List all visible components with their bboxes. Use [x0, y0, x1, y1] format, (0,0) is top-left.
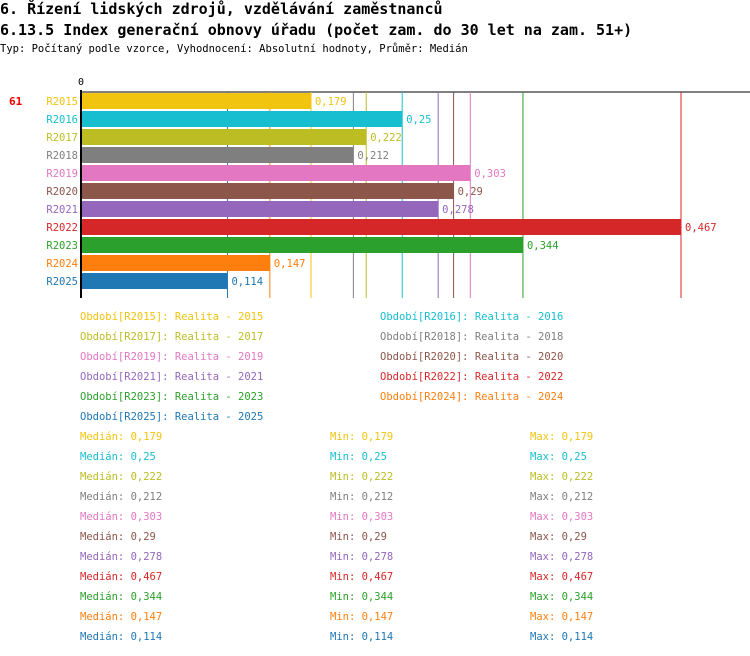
stat-max: Max: 0,212: [530, 491, 594, 503]
value-label: 0,179: [315, 96, 347, 108]
stat-min: Min: 0,25: [330, 451, 387, 463]
stat-median: Medián: 0,114: [80, 631, 163, 643]
category-label: R2017: [46, 132, 78, 144]
legend-item: Období[R2024]: Realita - 2024: [380, 391, 564, 403]
category-label: R2021: [46, 204, 78, 216]
stat-median: Medián: 0,222: [80, 471, 163, 483]
stat-max: Max: 0,222: [530, 471, 594, 483]
stat-median: Medián: 0,467: [80, 571, 163, 583]
value-label: 0,467: [685, 222, 717, 234]
stat-min: Min: 0,179: [330, 431, 394, 443]
value-label: 0,222: [370, 132, 402, 144]
bar-R2020: [81, 183, 454, 199]
stat-min: Min: 0,303: [330, 511, 394, 523]
stat-min: Min: 0,212: [330, 491, 394, 503]
stat-median: Medián: 0,212: [80, 491, 163, 503]
bar-R2024: [81, 255, 270, 271]
row-id: 61: [9, 95, 23, 108]
stat-min: Min: 0,29: [330, 531, 387, 543]
value-label: 0,25: [406, 114, 431, 126]
stat-median: Medián: 0,147: [80, 611, 163, 623]
stat-median: Medián: 0,25: [80, 451, 156, 463]
bar-chart: 0 61 R2015 0,179 R2016 0,25 R2017 0,222 R2018 0,2…: [9, 77, 750, 298]
legend-item: Období[R2016]: Realita - 2016: [380, 311, 564, 323]
bar-R2016: [81, 111, 403, 127]
legend-item: Období[R2019]: Realita - 2019: [80, 351, 264, 363]
stat-max: Max: 0,278: [530, 551, 594, 563]
legend-item: Období[R2015]: Realita - 2015: [80, 311, 264, 323]
stat-max: Max: 0,467: [530, 571, 594, 583]
indicator-title: 6.13.5 Index generační obnovy úřadu (poč…: [0, 21, 633, 39]
bar-R2019: [81, 165, 471, 181]
legend-item: Období[R2017]: Realita - 2017: [80, 331, 264, 343]
stat-max: Max: 0,344: [530, 591, 594, 603]
stat-max: Max: 0,147: [530, 611, 594, 623]
legend-item: Období[R2022]: Realita - 2022: [380, 371, 564, 383]
value-label: 0,114: [231, 276, 263, 288]
stat-median: Medián: 0,29: [80, 531, 156, 543]
category-label: R2022: [46, 222, 78, 234]
value-label: 0,303: [474, 168, 506, 180]
bar-R2025: [81, 273, 228, 289]
stat-max: Max: 0,114: [530, 631, 594, 643]
category-label: R2018: [46, 150, 78, 162]
value-label: 0,278: [442, 204, 474, 216]
category-label: R2024: [46, 258, 78, 270]
stat-min: Min: 0,467: [330, 571, 394, 583]
legend-item: Období[R2025]: Realita - 2025: [80, 411, 264, 423]
category-label: R2023: [46, 240, 78, 252]
bar-R2023: [81, 237, 523, 253]
bar-R2017: [81, 129, 367, 145]
stat-max: Max: 0,25: [530, 451, 587, 463]
value-label: 0,147: [274, 258, 306, 270]
info-line: Typ: Počítaný podle vzorce, Vyhodnocení:…: [0, 43, 468, 55]
legend-item: Období[R2018]: Realita - 2018: [380, 331, 564, 343]
axis-zero-label: 0: [78, 77, 84, 88]
page-title: 6. Řízení lidských zdrojů, vzdělávání za…: [0, 0, 443, 18]
value-label: 0,29: [458, 186, 483, 198]
category-label: R2019: [46, 168, 78, 180]
category-label: R2025: [46, 276, 78, 288]
stat-median: Medián: 0,179: [80, 431, 163, 443]
legend-item: Období[R2023]: Realita - 2023: [80, 391, 264, 403]
stat-median: Medián: 0,303: [80, 511, 163, 523]
stat-min: Min: 0,344: [330, 591, 394, 603]
value-label: 0,212: [357, 150, 389, 162]
stat-min: Min: 0,147: [330, 611, 394, 623]
bar-R2022: [81, 219, 681, 235]
bar-R2021: [81, 201, 439, 217]
category-label: R2016: [46, 114, 78, 126]
stat-max: Max: 0,179: [530, 431, 594, 443]
stat-min: Min: 0,114: [330, 631, 394, 643]
stat-median: Medián: 0,344: [80, 591, 163, 603]
stat-min: Min: 0,278: [330, 551, 394, 563]
stat-max: Max: 0,29: [530, 531, 587, 543]
value-label: 0,344: [527, 240, 559, 252]
category-label: R2020: [46, 186, 78, 198]
legend-item: Období[R2020]: Realita - 2020: [380, 351, 564, 363]
bar-R2015: [81, 93, 311, 109]
bar-R2018: [81, 147, 354, 163]
legend-item: Období[R2021]: Realita - 2021: [80, 371, 264, 383]
stat-max: Max: 0,303: [530, 511, 594, 523]
stat-min: Min: 0,222: [330, 471, 394, 483]
category-label: R2015: [46, 96, 78, 108]
stat-median: Medián: 0,278: [80, 551, 163, 563]
